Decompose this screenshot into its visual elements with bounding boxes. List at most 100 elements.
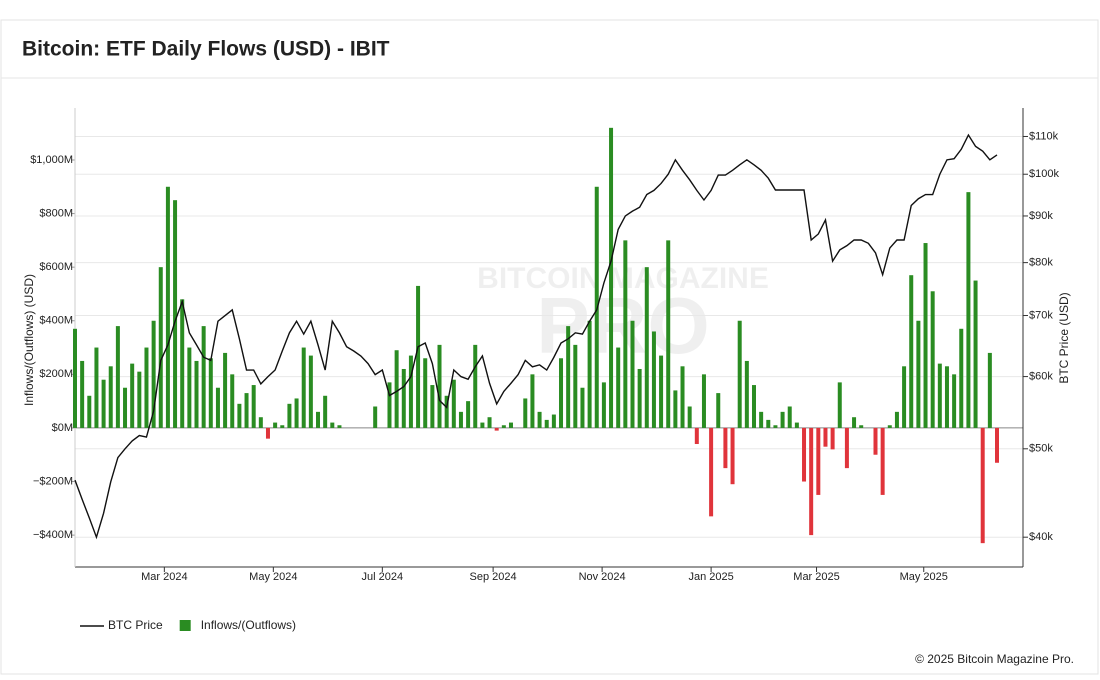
bar	[601, 382, 606, 428]
watermark: BITCOIN MAGAZINE	[477, 262, 769, 295]
x-tick-label: Sep 2024	[470, 571, 517, 583]
bar	[330, 422, 335, 428]
bar	[373, 406, 378, 428]
y-tick-label: −$200M	[33, 475, 73, 487]
bar	[108, 366, 113, 428]
bar	[716, 393, 721, 428]
bar	[530, 374, 535, 428]
bar	[265, 427, 270, 439]
bar	[559, 358, 564, 428]
bar	[673, 390, 678, 428]
bar	[115, 326, 120, 428]
bar	[501, 425, 506, 428]
bar	[180, 299, 185, 428]
bar	[759, 411, 764, 428]
bar	[165, 186, 170, 428]
bar	[194, 360, 199, 428]
y2-tick-label: $110k	[1029, 130, 1059, 142]
bar	[966, 192, 971, 428]
bar	[794, 422, 799, 428]
bar	[94, 347, 99, 428]
bar	[101, 379, 106, 428]
bar	[923, 243, 928, 428]
bar	[537, 411, 542, 428]
legend-label: Inflows/(Outflows)	[201, 618, 296, 632]
bar	[830, 427, 835, 450]
bar	[723, 427, 728, 469]
bar	[473, 344, 478, 428]
bar	[280, 425, 285, 428]
bar	[566, 326, 571, 428]
bar	[744, 360, 749, 428]
x-tick-label: Mar 2025	[793, 571, 839, 583]
bar	[787, 406, 792, 428]
bar	[444, 395, 449, 428]
bar	[423, 358, 428, 428]
bar	[287, 403, 292, 428]
bar	[323, 395, 328, 428]
bar	[308, 355, 313, 428]
bar	[301, 347, 306, 428]
legend-swatch	[179, 620, 191, 631]
y2-tick-label: $80k	[1029, 257, 1053, 269]
y-tick-label: $800M	[39, 207, 73, 219]
bar	[773, 425, 778, 428]
x-tick-label: Mar 2024	[141, 571, 187, 583]
y2-tick-label: $60k	[1029, 370, 1053, 382]
bar	[694, 427, 699, 445]
y-tick-label: $400M	[39, 315, 73, 327]
bar	[158, 267, 163, 428]
bar	[944, 366, 949, 428]
y-tick-label: −$400M	[33, 529, 73, 541]
bar	[802, 427, 807, 482]
x-tick-label: Jan 2025	[688, 571, 733, 583]
bar	[251, 385, 256, 428]
bar	[809, 427, 814, 536]
bar	[873, 427, 878, 455]
bar	[616, 347, 621, 428]
bar	[666, 240, 671, 428]
bar	[201, 326, 206, 428]
y2-tick-label: $70k	[1029, 309, 1053, 321]
bar	[273, 422, 278, 428]
bar	[508, 422, 513, 428]
bar	[137, 371, 142, 428]
bar	[123, 387, 128, 428]
bar	[437, 344, 442, 428]
bar	[887, 425, 892, 428]
bar	[130, 363, 135, 428]
bar	[451, 379, 456, 428]
bar	[623, 240, 628, 428]
bar	[952, 374, 957, 428]
bar	[430, 385, 435, 428]
bar	[544, 419, 549, 428]
bar	[816, 427, 821, 495]
x-tick-label: Nov 2024	[579, 571, 626, 583]
bar	[973, 280, 978, 428]
bar	[980, 427, 985, 544]
bar	[737, 320, 742, 428]
bar	[87, 395, 92, 428]
bar	[458, 411, 463, 428]
bar	[780, 411, 785, 428]
bar	[73, 328, 77, 428]
bar	[909, 275, 914, 428]
bar	[609, 127, 614, 428]
bar	[144, 347, 149, 428]
bar	[230, 374, 235, 428]
bar	[80, 360, 85, 428]
bar	[680, 366, 685, 428]
bar	[701, 374, 706, 428]
price-line	[74, 133, 998, 540]
y-axis-label: Inflows/(Outflows) (USD)	[22, 274, 36, 406]
bar	[894, 411, 899, 428]
x-tick-label: May 2025	[900, 571, 948, 583]
bar	[644, 267, 649, 428]
bar	[580, 387, 585, 428]
bar	[659, 355, 664, 428]
footer: © 2025 Bitcoin Magazine Pro.	[915, 652, 1074, 666]
bar	[823, 427, 828, 447]
bar	[902, 366, 907, 428]
bar	[208, 358, 213, 428]
